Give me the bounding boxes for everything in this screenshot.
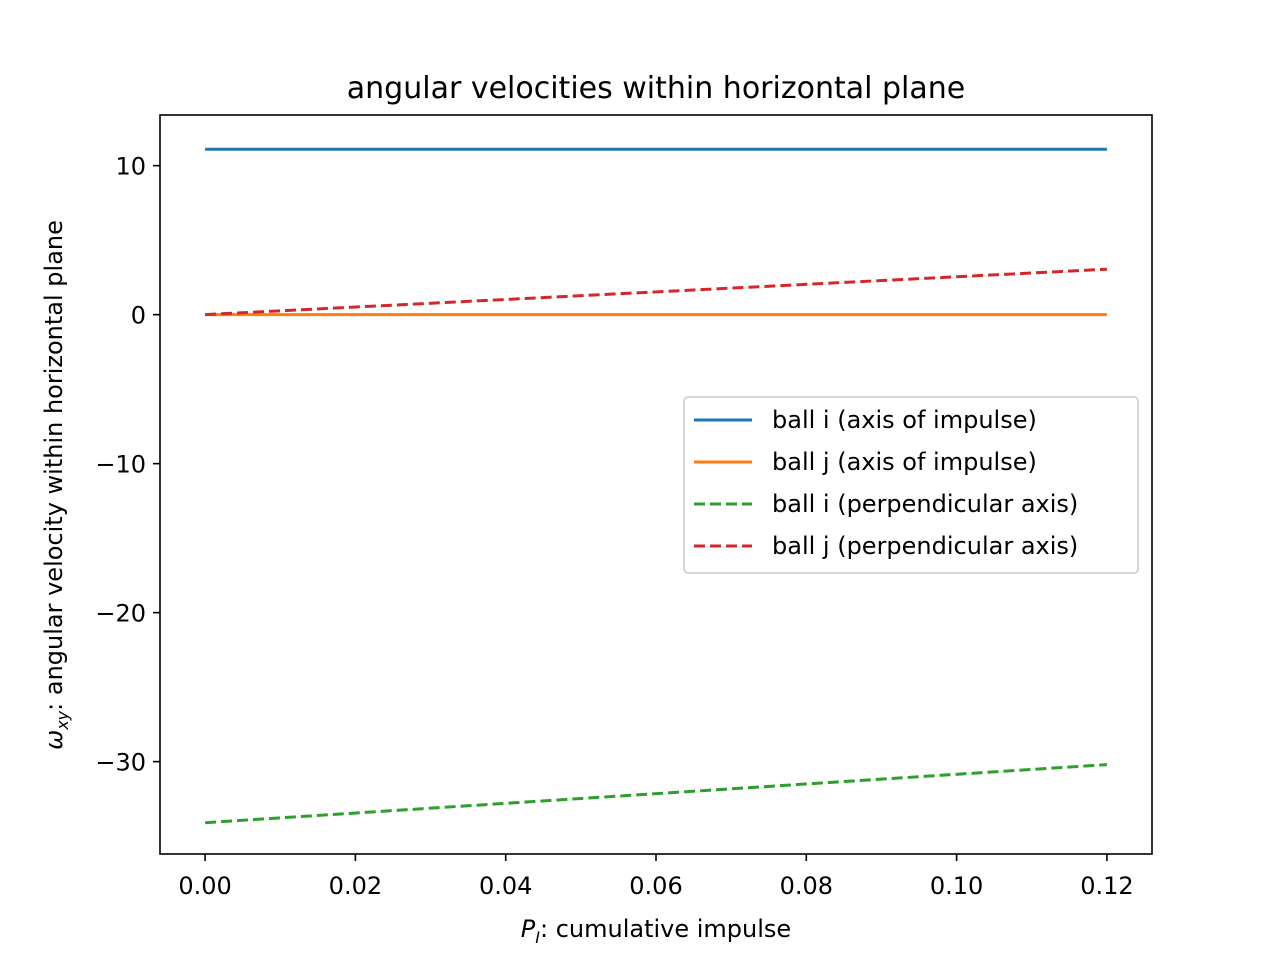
y-tick-label: 10 [115, 153, 146, 181]
legend-label: ball j (axis of impulse) [772, 448, 1037, 476]
x-tick-label: 0.04 [479, 872, 532, 900]
legend: ball i (axis of impulse) ball j (axis of … [683, 396, 1139, 574]
series-line-4 [205, 267, 1107, 317]
x-axis-label: PI: cumulative impulse [521, 915, 791, 947]
y-axis-label-text: : angular velocity within horizontal pla… [40, 220, 68, 711]
x-axis: 0.00 0.02 0.04 0.06 0.08 0.10 0.12 [178, 854, 1134, 900]
y-axis-label: ωxy: angular velocity within horizontal … [40, 220, 72, 750]
legend-box [683, 396, 1139, 574]
x-tick-label: 0.12 [1080, 872, 1133, 900]
y-axis-label-symbol: ω [40, 730, 68, 750]
x-tick-label: 0.08 [780, 872, 833, 900]
y-tick-label: 0 [131, 302, 146, 330]
y-axis-label-subscript: xy [53, 710, 72, 730]
x-axis-label-text: : cumulative impulse [540, 915, 791, 943]
x-tick-label: 0.00 [178, 872, 231, 900]
legend-items: ball i (axis of impulse) ball j (axis of … [694, 406, 1078, 560]
legend-label: ball i (perpendicular axis) [772, 490, 1078, 518]
y-tick-label: −20 [95, 600, 146, 628]
x-axis-label-symbol: P [521, 915, 536, 943]
x-axis-label-subscript: I [535, 928, 540, 947]
legend-label: ball i (axis of impulse) [772, 406, 1037, 434]
chart-title: angular velocities within horizontal pla… [347, 71, 965, 106]
x-tick-label: 0.06 [629, 872, 682, 900]
y-axis: 10 0 −10 −20 −30 [95, 153, 160, 777]
y-tick-label: −30 [95, 749, 146, 777]
series-line-3 [205, 763, 1107, 825]
x-tick-label: 0.10 [930, 872, 983, 900]
x-tick-label: 0.02 [329, 872, 382, 900]
y-tick-label: −10 [95, 451, 146, 479]
series-layer [205, 147, 1107, 825]
legend-label: ball j (perpendicular axis) [772, 532, 1078, 560]
